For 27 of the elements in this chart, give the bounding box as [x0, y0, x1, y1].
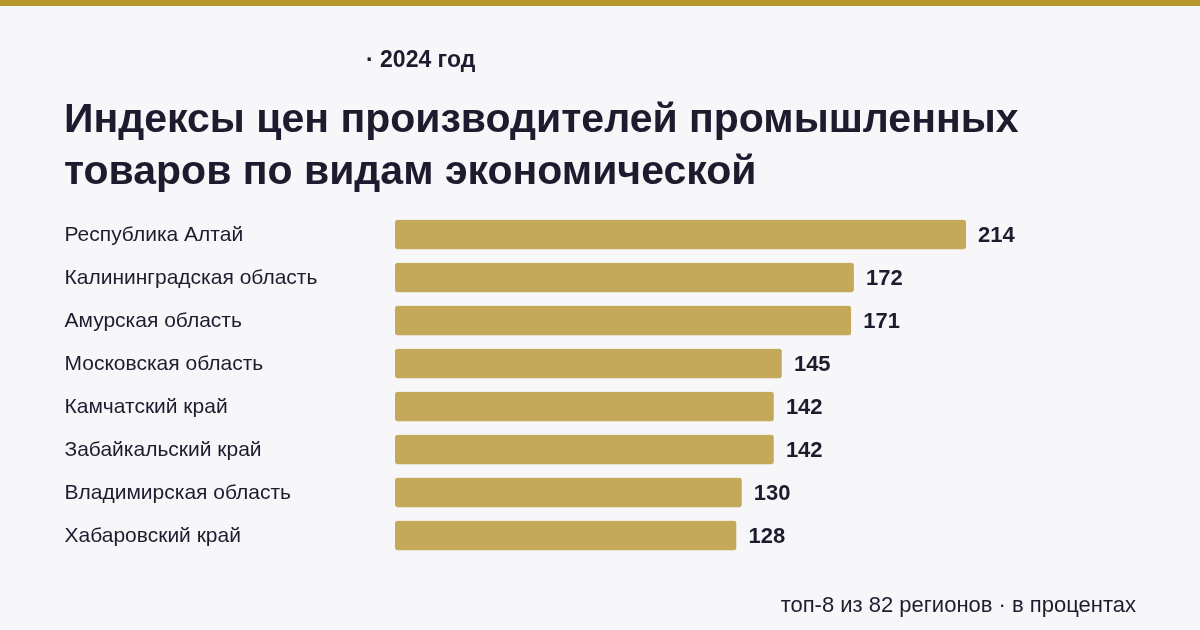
text: топ-8 из 82 регионов · в процентах — [780, 592, 1136, 618]
data-label: 171 — [863, 307, 900, 333]
y-tick-label: Хабаровский край — [64, 522, 241, 546]
bar — [395, 477, 742, 508]
data-label: 142 — [785, 436, 823, 462]
bar — [395, 348, 782, 379]
data-label: 145 — [793, 350, 831, 376]
bar — [395, 219, 966, 250]
y-tick-label: Амурская область — [64, 307, 242, 331]
y-tick-label: Калининградская область — [64, 264, 318, 288]
y-tick-label: Республика Алтай — [64, 221, 244, 245]
data-label: 172 — [865, 264, 903, 290]
bar — [395, 434, 774, 465]
data-label: 128 — [748, 522, 786, 548]
y-tick-label: Владимирская область — [64, 479, 292, 503]
chart-subtitle: · 2024 год — [366, 46, 476, 73]
y-tick-label: Камчатский край — [64, 393, 228, 417]
bar — [395, 305, 852, 336]
data-label: 214 — [978, 221, 1016, 247]
data-label: 142 — [785, 393, 823, 419]
bar — [395, 520, 737, 551]
bar — [395, 391, 774, 422]
y-tick-label: Московская область — [64, 350, 264, 374]
bar — [395, 262, 854, 293]
y-tick-label: Забайкальский край — [64, 436, 262, 460]
chart-title: Индексы цен производителей промышленных товаров по видам экономической — [64, 94, 1020, 195]
data-label: 130 — [753, 479, 791, 505]
